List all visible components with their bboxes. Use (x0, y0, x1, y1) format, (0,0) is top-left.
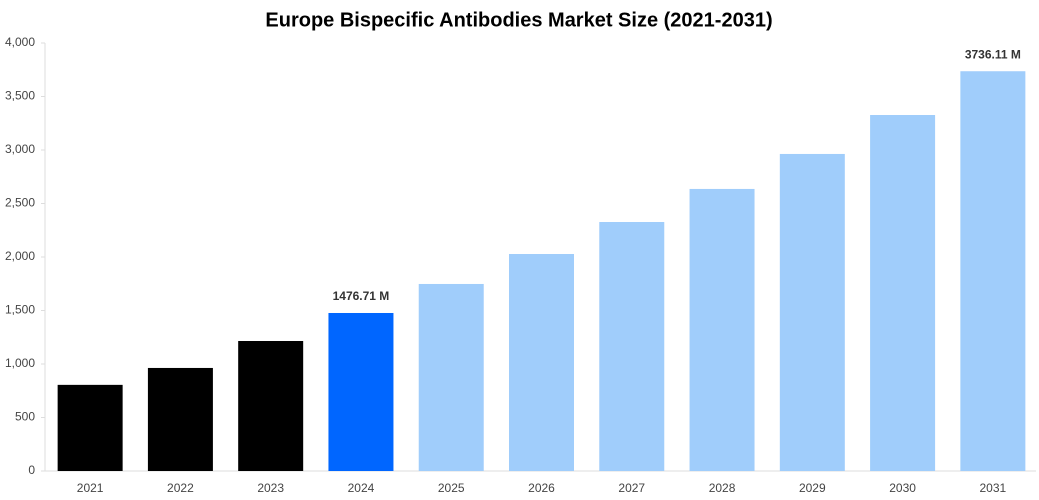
y-tick-label: 1,000 (5, 356, 35, 370)
bar (689, 188, 755, 471)
y-tick-label: 3,000 (5, 142, 35, 156)
bar (870, 115, 936, 472)
bar (779, 153, 845, 472)
bar (960, 71, 1026, 471)
x-tick-label: 2022 (167, 481, 194, 495)
x-tick-label: 2021 (77, 481, 104, 495)
x-tick-label: 2024 (348, 481, 375, 495)
x-tick-label: 2029 (799, 481, 826, 495)
y-tick-label: 0 (28, 463, 35, 477)
y-tick-label: 2,000 (5, 249, 35, 263)
value-label: 3736.11 M (965, 47, 1021, 61)
bar (599, 222, 665, 471)
x-tick-label: 2031 (980, 481, 1007, 495)
value-label: 1476.71 M (333, 289, 390, 303)
x-tick-label: 2025 (438, 481, 465, 495)
x-tick-label: 2030 (889, 481, 916, 495)
y-tick-label: 500 (15, 410, 35, 424)
chart-title: Europe Bispecific Antibodies Market Size… (265, 9, 772, 31)
x-tick-label: 2027 (618, 481, 645, 495)
bar (57, 384, 123, 471)
y-tick-label: 1,500 (5, 303, 35, 317)
bar (509, 254, 574, 471)
bar (328, 312, 394, 471)
x-tick-label: 2023 (257, 481, 284, 495)
y-tick-label: 4,000 (5, 35, 35, 49)
y-tick-label: 2,500 (5, 196, 35, 210)
bar (238, 340, 304, 471)
x-tick-label: 2026 (528, 481, 555, 495)
y-tick-label: 3,500 (5, 89, 35, 103)
bar (147, 367, 213, 471)
x-tick-label: 2028 (709, 481, 736, 495)
bar (418, 283, 484, 471)
